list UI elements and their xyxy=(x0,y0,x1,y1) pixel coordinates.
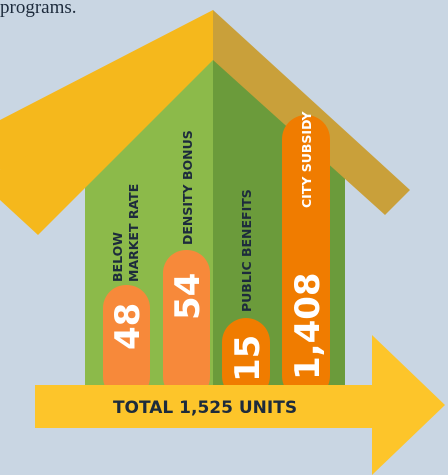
item-label: MARKET RATE xyxy=(126,184,141,282)
pill xyxy=(222,318,270,400)
item-label: CITY SUBSIDY xyxy=(299,110,314,208)
item-label: BELOW xyxy=(110,232,125,282)
pill xyxy=(282,115,330,400)
pill xyxy=(103,285,150,400)
pill xyxy=(163,250,210,400)
item-label: DENSITY BONUS xyxy=(180,130,195,245)
item-value: 48 xyxy=(108,303,148,350)
item-label: PUBLIC BENEFITS xyxy=(239,189,254,312)
roof-right xyxy=(213,10,410,215)
caption: programs. xyxy=(0,0,77,18)
item-value: 1,408 xyxy=(288,272,328,380)
item-value: 15 xyxy=(228,335,268,382)
roof-left-top xyxy=(0,10,213,170)
total: TOTAL 1,525 UNITS xyxy=(113,398,297,418)
arrow xyxy=(35,335,445,475)
item-value: 54 xyxy=(168,273,208,320)
